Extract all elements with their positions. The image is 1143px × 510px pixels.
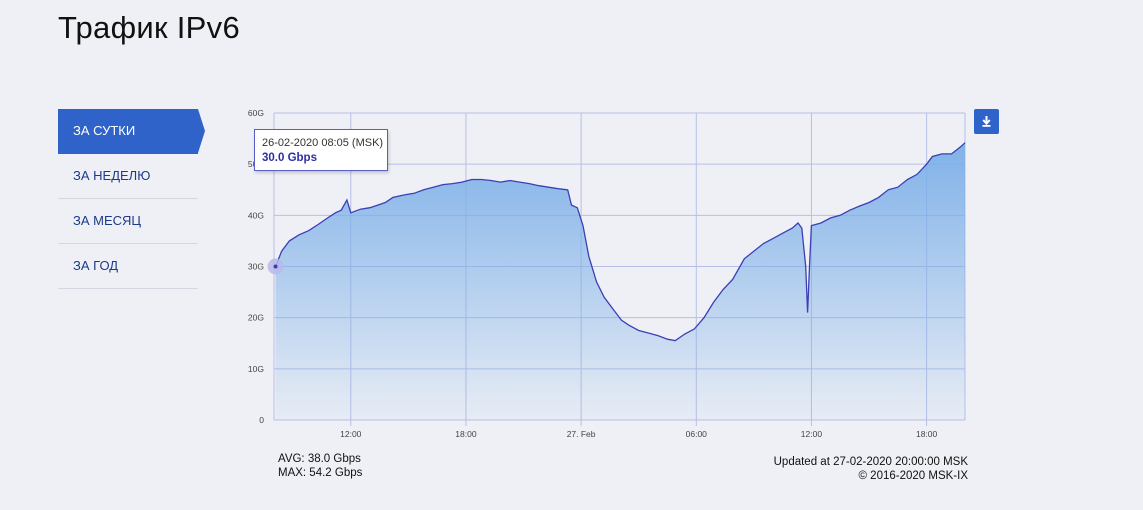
page-title: Трафик IPv6 [58, 10, 241, 45]
y-tick-label: 20G [248, 313, 264, 323]
copyright: © 2016-2020 MSK-IX [858, 470, 968, 482]
avg-value: AVG: 38.0 Gbps [278, 453, 361, 465]
period-tab-year[interactable]: ЗА ГОД [58, 244, 198, 289]
x-axis-labels: 12:00 18:00 27. Feb 06:00 12:00 18:00 [340, 429, 937, 439]
download-button[interactable] [974, 109, 999, 134]
tooltip-value: 30.0 Gbps [262, 152, 317, 164]
x-tick-label: 12:00 [340, 429, 362, 439]
period-tab-day[interactable]: ЗА СУТКИ [58, 109, 205, 154]
period-nav: ЗА СУТКИ ЗА НЕДЕЛЮ ЗА МЕСЯЦ ЗА ГОД [58, 109, 205, 289]
download-icon [982, 116, 991, 127]
chart-tooltip: 26-02-2020 08:05 (MSK) 30.0 Gbps [254, 129, 388, 171]
traffic-line [274, 142, 966, 342]
x-tick-label: 06:00 [686, 429, 708, 439]
tooltip-date: 26-02-2020 08:05 (MSK) [262, 137, 384, 149]
x-tick-label: 12:00 [801, 429, 823, 439]
hover-point [273, 264, 278, 269]
x-tick-label: 18:00 [455, 429, 477, 439]
period-tab-week[interactable]: ЗА НЕДЕЛЮ [58, 154, 198, 199]
y-tick-label: 60G [248, 108, 264, 118]
y-tick-label: 10G [248, 364, 264, 374]
max-value: MAX: 54.2 Gbps [278, 467, 363, 479]
chart-meta: Updated at 27-02-2020 20:00:00 MSK © 201… [774, 455, 968, 483]
x-tick-label: 18:00 [916, 429, 938, 439]
y-tick-label: 0 [259, 415, 264, 425]
traffic-area [275, 142, 965, 420]
traffic-stats: AVG: 38.0 Gbps MAX: 54.2 Gbps [278, 452, 362, 480]
updated-timestamp: Updated at 27-02-2020 20:00:00 MSK [773, 456, 968, 468]
y-tick-label: 30G [248, 262, 264, 272]
x-tick-label: 27. Feb [567, 429, 596, 439]
period-tab-month[interactable]: ЗА МЕСЯЦ [58, 199, 198, 244]
y-tick-label: 40G [248, 210, 264, 220]
